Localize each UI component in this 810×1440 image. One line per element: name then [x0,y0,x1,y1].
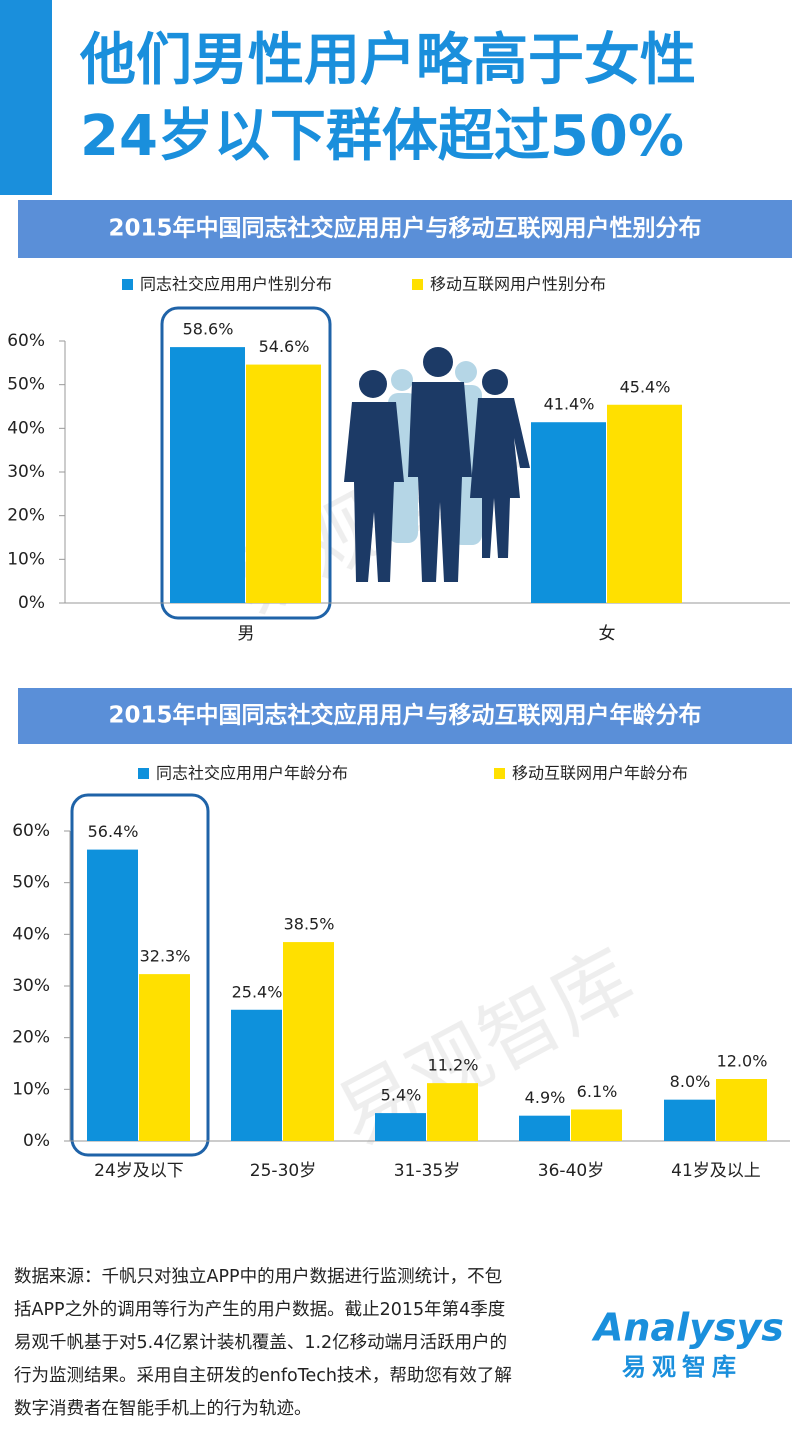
legend-label: 移动互联网用户年龄分布 [512,764,688,783]
value-label: 41.4% [544,395,595,414]
bar [246,364,321,603]
footer-line: 数据来源：千帆只对独立APP中的用户数据进行监测统计，不包 [14,1267,502,1287]
highlight-box [70,793,210,1157]
value-label: 32.3% [140,947,191,966]
y-tick-label: 30% [12,976,50,996]
value-label: 25.4% [232,982,283,1001]
value-label: 45.4% [620,377,671,396]
value-label: 6.1% [577,1082,618,1101]
value-label: 56.4% [88,822,139,841]
highlight-box [160,306,332,620]
y-tick-label: 20% [7,506,45,526]
title-line: 24岁以下群体超过50% [80,104,684,169]
legend-label: 同志社交应用用户性别分布 [140,275,332,294]
bar [87,849,138,1141]
y-tick-label: 30% [7,462,45,482]
footer: 数据来源：千帆只对独立APP中的用户数据进行监测统计，不包 括APP之外的调用等… [14,1267,512,1419]
footer-line: 易观千帆基于对5.4亿累计装机覆盖、1.2亿移动端月活跃用户的 [14,1333,507,1353]
y-tick-label: 50% [7,375,45,395]
bar [664,1099,715,1141]
silhouettes [344,347,530,582]
chart-title: 2015年中国同志社交应用用户与移动互联网用户年龄分布 [108,702,701,729]
footer-line: 行为监测结果。采用自主研发的enfoTech技术，帮助您有效了解 [14,1366,512,1386]
value-label: 8.0% [670,1072,711,1091]
bar [170,347,245,603]
value-label: 5.4% [381,1086,422,1105]
value-label: 11.2% [428,1056,479,1075]
legend-swatch [138,768,149,779]
legend-swatch [122,279,133,290]
logo: Analysys 易观智库 [591,1306,784,1382]
x-tick-label: 25-30岁 [250,1161,316,1181]
y-tick-label: 50% [12,873,50,893]
logo-subtitle: 易观智库 [622,1353,742,1381]
legend-swatch [412,279,423,290]
x-tick-label: 36-40岁 [538,1161,604,1181]
y-tick-label: 0% [23,1131,50,1151]
y-tick-label: 60% [7,331,45,351]
x-tick-label: 男 [238,624,255,644]
value-label: 54.6% [259,337,310,356]
value-label: 4.9% [525,1088,566,1107]
section-band [18,200,792,258]
y-tick-label: 20% [12,1028,50,1048]
bar [231,1009,282,1141]
value-label: 38.5% [284,915,335,934]
footer-line: 括APP之外的调用等行为产生的用户数据。截止2015年第4季度 [14,1300,505,1320]
bar [283,942,334,1141]
bar [571,1109,622,1141]
bar [375,1113,426,1141]
x-tick-label: 24岁及以下 [94,1161,184,1181]
bar [519,1115,570,1141]
bar [531,422,606,603]
x-tick-label: 女 [599,624,616,644]
y-tick-label: 40% [7,418,45,438]
logo-name: Analysys [591,1306,784,1350]
y-tick-label: 40% [12,924,50,944]
bar [716,1079,767,1141]
y-tick-label: 10% [12,1079,50,1099]
bar [139,974,190,1141]
footer-line: 数字消费者在智能手机上的行为轨迹。 [14,1399,312,1419]
y-tick-label: 60% [12,821,50,841]
x-tick-label: 31-35岁 [394,1161,460,1181]
chart-title: 2015年中国同志社交应用用户与移动互联网用户性别分布 [108,215,701,242]
legend-swatch [494,768,505,779]
bar [607,404,682,603]
bar [427,1083,478,1141]
section-band [18,688,792,744]
legend-label: 移动互联网用户性别分布 [430,275,606,294]
legend-label: 同志社交应用用户年龄分布 [156,764,348,783]
x-tick-label: 41岁及以上 [671,1161,761,1181]
title-accent [0,0,52,195]
y-tick-label: 0% [18,593,45,613]
value-label: 12.0% [717,1052,768,1071]
y-tick-label: 10% [7,549,45,569]
title-line: 他们男性用户略高于女性 [79,28,696,93]
value-label: 58.6% [183,320,234,339]
